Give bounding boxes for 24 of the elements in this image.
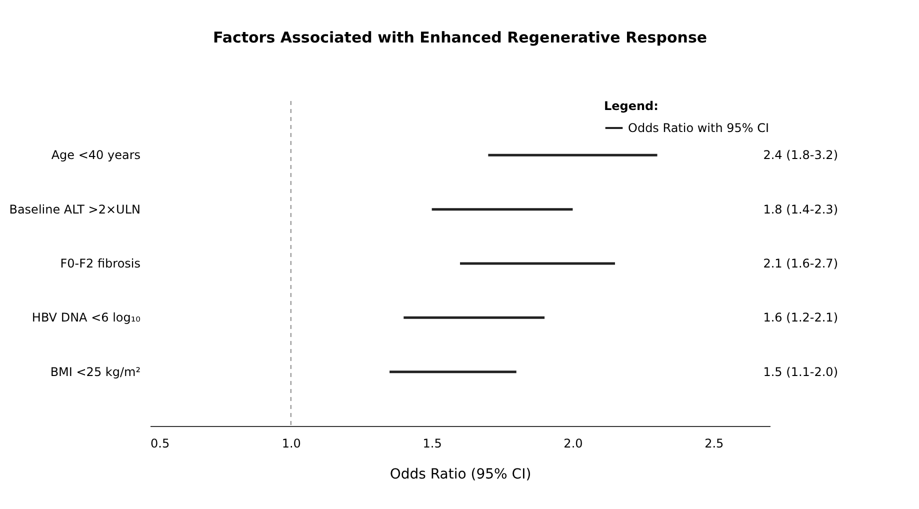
chart-title: Factors Associated with Enhanced Regenerative Response bbox=[212, 28, 708, 46]
annotation: 1.6 (1.2-2.1) bbox=[763, 310, 838, 325]
y-tick-label: BMI <25 kg/m² bbox=[50, 364, 141, 379]
bar bbox=[404, 316, 545, 319]
bar bbox=[460, 262, 615, 265]
y-tick-label: HBV DNA <6 log₁₀ bbox=[32, 310, 141, 325]
annotation: 1.5 (1.1-2.0) bbox=[763, 364, 838, 379]
y-tick-label: Baseline ALT >2×ULN bbox=[9, 202, 140, 216]
x-tick-label: 2.0 bbox=[564, 436, 583, 450]
bar bbox=[390, 370, 516, 374]
legend-title: Legend: bbox=[604, 99, 658, 113]
x-tick-label: 1.0 bbox=[282, 436, 301, 450]
y-tick-label: F0-F2 fibrosis bbox=[60, 256, 140, 270]
annotation: 1.8 (1.4-2.3) bbox=[763, 202, 838, 216]
x-axis-title: Odds Ratio (95% CI) bbox=[390, 466, 532, 482]
bar bbox=[432, 208, 573, 211]
bar bbox=[488, 154, 658, 156]
annotation: 2.1 (1.6-2.7) bbox=[763, 256, 838, 270]
x-tick-label: 1.5 bbox=[422, 436, 442, 450]
y-tick-label: Age <40 years bbox=[51, 148, 140, 162]
annotation: 2.4 (1.8-3.2) bbox=[763, 148, 838, 162]
x-tick-label: 0.5 bbox=[150, 436, 170, 450]
x-tick-label: 2.5 bbox=[704, 436, 724, 450]
legend-label: Odds Ratio with 95% CI bbox=[628, 121, 770, 135]
